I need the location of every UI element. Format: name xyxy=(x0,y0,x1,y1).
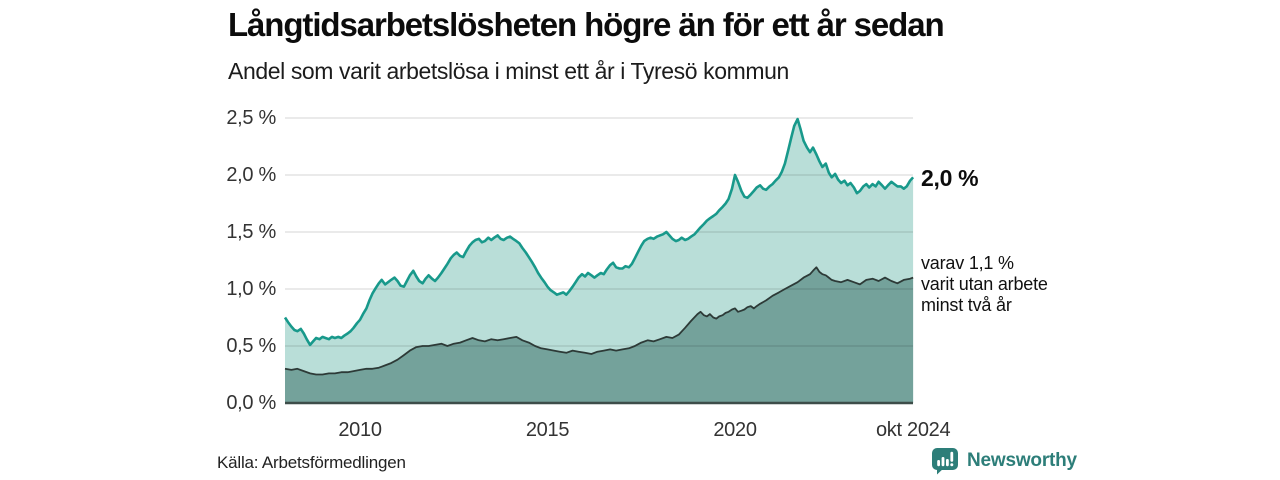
two-year-annotation: varav 1,1 % varit utan arbete minst två … xyxy=(921,253,1048,316)
newsworthy-logo-icon xyxy=(932,448,958,475)
x-tick-label: 2015 xyxy=(525,419,570,441)
two-year-annotation-line-1: varav 1,1 % xyxy=(921,253,1014,273)
x-tick-label: okt 2024 xyxy=(875,419,951,441)
total-line xyxy=(283,117,915,347)
two-year-line xyxy=(284,266,914,376)
two-year-annotation-line-3: minst två år xyxy=(921,295,1012,315)
source-note: Källa: Arbetsförmedlingen xyxy=(217,453,406,472)
chart-subtitle: Andel som varit arbetslösa i minst ett å… xyxy=(228,58,789,84)
y-tick-label: 0,0 % xyxy=(226,392,276,414)
two-year-annotation-line-2: varit utan arbete xyxy=(921,274,1048,294)
y-tick-label: 1,0 % xyxy=(226,278,276,300)
two-year-area-fill xyxy=(285,267,914,403)
y-tick-label: 2,0 % xyxy=(226,164,276,186)
x-tick-label: 2020 xyxy=(713,419,757,441)
x-tick-label: 2010 xyxy=(338,419,382,441)
newsworthy-logo: Newsworthy xyxy=(931,447,1077,475)
y-tick-label: 0,5 % xyxy=(226,335,276,357)
newsworthy-logo-text: Newsworthy xyxy=(967,450,1077,471)
page-title: Långtidsarbetslösheten högre än för ett … xyxy=(228,6,945,43)
y-tick-label: 2,5 % xyxy=(226,107,276,129)
latest-total-value-label: 2,0 % xyxy=(921,165,979,191)
y-tick-label: 1,5 % xyxy=(226,221,276,243)
